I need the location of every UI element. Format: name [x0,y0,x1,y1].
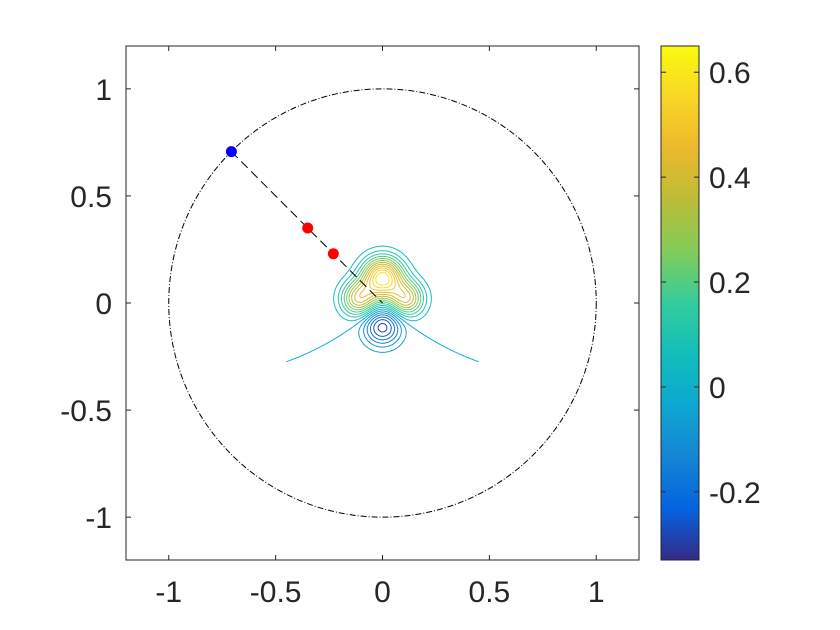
y-tick-label: 1 [95,74,112,107]
x-tick-label: -0.5 [250,576,302,609]
contour-level-line [337,250,428,318]
unit-circle [168,88,597,518]
contour-level-line [354,263,411,303]
colorbar-gradient [660,45,700,561]
x-tick-label: 0 [374,576,391,609]
x-tick-label: 0.5 [469,576,511,609]
boundary-point-marker [225,146,237,158]
contour-level-line [358,310,407,353]
contour-level-line [351,261,414,306]
y-tick-label: -0.5 [60,395,112,428]
colorbar: 0.6 0.4 0.2 0 -0.2 [660,45,761,561]
colorbar-tick-label: 0.4 [709,162,751,195]
contour-level-line [348,259,417,309]
contour-level-line [372,269,393,289]
contour-level-line [363,312,402,348]
contour-level-line [366,314,399,344]
axes: -1 -0.5 0 0.5 1 1 0.5 0 -0.5 -1 [60,46,639,609]
contour-level-line [377,322,388,333]
contour-level-line [359,265,406,299]
interior-point-marker [327,248,339,260]
colorbar-tick-label: 0 [709,372,726,405]
colorbar-tick-label: -0.2 [709,477,761,510]
colorbar-tick-label: 0.2 [709,267,751,300]
interior-point-marker [302,222,314,234]
x-tick-label: 1 [588,576,605,609]
y-tick-label: 0.5 [70,181,112,214]
contour-level-line [340,253,425,315]
contour-level-line [369,267,396,291]
contour-level-line [343,255,422,313]
overlay-layer [168,88,597,518]
contour-level-line [373,319,392,337]
contour-level-line [333,245,432,322]
x-tick-label: -1 [155,576,182,609]
contour-level-line [375,272,390,286]
y-tick-label: -1 [85,502,112,535]
colorbar-tick-label: 0.6 [709,57,751,90]
contour-level-line [369,316,396,341]
contour-level-line [346,258,419,311]
contour-lines [286,245,479,363]
contour-level-line [286,308,479,363]
y-tick-label: 0 [95,288,112,321]
